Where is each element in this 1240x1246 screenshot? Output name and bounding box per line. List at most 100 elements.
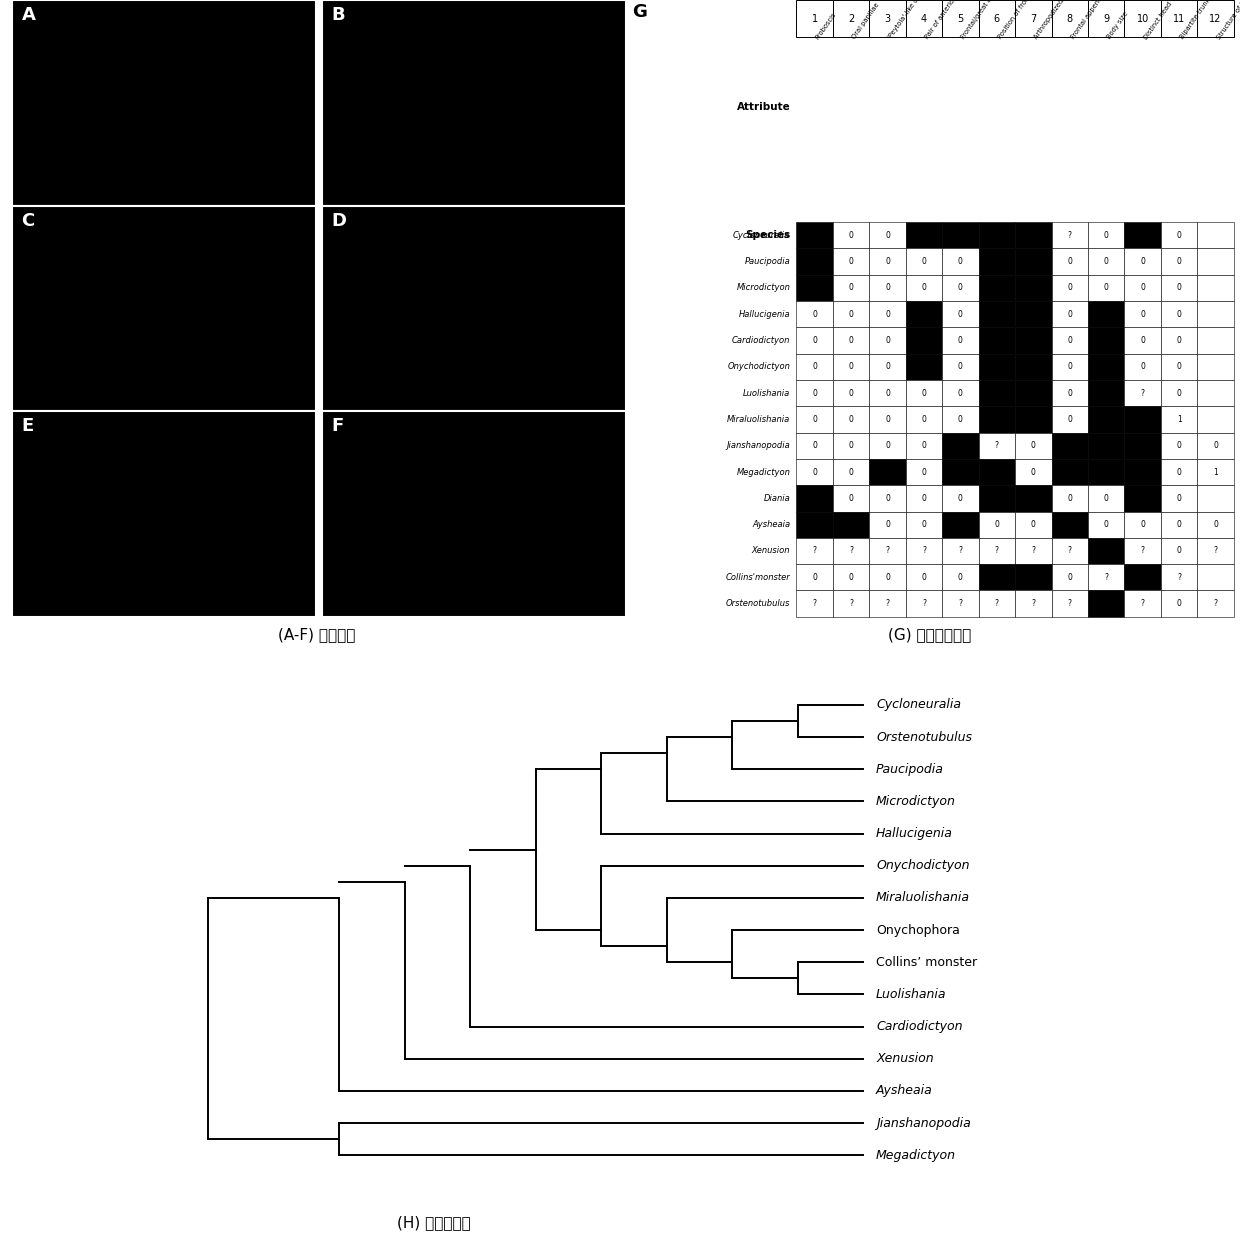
Bar (905, 564, 942, 591)
Bar (1198, 354, 1234, 380)
Text: 0: 0 (1068, 363, 1073, 371)
Bar (869, 274, 905, 302)
Text: 0: 0 (885, 520, 890, 530)
Text: ?: ? (885, 547, 889, 556)
Text: Aysheaia: Aysheaia (753, 520, 790, 530)
Bar (1016, 380, 1052, 406)
Text: ?: ? (1068, 599, 1071, 608)
Text: 9: 9 (1104, 14, 1110, 24)
Text: 0: 0 (848, 415, 853, 424)
Text: 0: 0 (1068, 493, 1073, 503)
Text: 0: 0 (848, 467, 853, 476)
Bar (1198, 512, 1234, 538)
Bar (833, 354, 869, 380)
Text: ?: ? (1104, 573, 1109, 582)
Bar (978, 512, 1016, 538)
Text: 0: 0 (1104, 231, 1109, 239)
Text: 10: 10 (1137, 14, 1148, 24)
Bar (1198, 591, 1234, 617)
Text: 0: 0 (994, 520, 999, 530)
Bar (1016, 302, 1052, 328)
Text: Jianshanopodia: Jianshanopodia (727, 441, 790, 450)
Text: 0: 0 (848, 283, 853, 293)
Text: Xenusion: Xenusion (751, 547, 790, 556)
Bar (905, 328, 942, 354)
Bar (796, 380, 833, 406)
Bar (978, 564, 1016, 591)
Bar (1125, 0, 1161, 37)
Bar (942, 485, 978, 512)
Bar (905, 512, 942, 538)
Text: 2: 2 (848, 14, 854, 24)
Text: ?: ? (1141, 389, 1145, 397)
Bar (1125, 380, 1161, 406)
Text: 0: 0 (812, 336, 817, 345)
Text: 0: 0 (921, 520, 926, 530)
Text: 12: 12 (1209, 14, 1221, 24)
Text: ?: ? (1141, 599, 1145, 608)
Bar (1087, 274, 1125, 302)
Bar (1052, 485, 1087, 512)
Bar (1052, 459, 1087, 485)
Bar (942, 432, 978, 459)
Text: 7: 7 (1030, 14, 1037, 24)
Text: 0: 0 (885, 257, 890, 265)
Text: Species: Species (745, 231, 790, 240)
Text: 0: 0 (1213, 441, 1218, 450)
Text: 0: 0 (885, 310, 890, 319)
Bar (1198, 274, 1234, 302)
Text: C: C (21, 212, 35, 229)
Bar (1161, 459, 1198, 485)
Bar (1125, 274, 1161, 302)
Text: ?: ? (994, 441, 999, 450)
Text: 0: 0 (1177, 257, 1182, 265)
Text: 0: 0 (1177, 389, 1182, 397)
Bar (978, 380, 1016, 406)
Bar (796, 354, 833, 380)
Text: 0: 0 (885, 415, 890, 424)
Bar (1161, 564, 1198, 591)
Bar (1052, 274, 1087, 302)
Bar (942, 248, 978, 274)
Text: 0: 0 (959, 493, 962, 503)
Bar (978, 459, 1016, 485)
Bar (833, 459, 869, 485)
Bar (905, 406, 942, 432)
Bar (796, 406, 833, 432)
Bar (833, 222, 869, 248)
Bar (833, 302, 869, 328)
Text: 0: 0 (812, 573, 817, 582)
Bar (1087, 248, 1125, 274)
Bar (942, 380, 978, 406)
Bar (1161, 512, 1198, 538)
Text: 1: 1 (811, 14, 817, 24)
Bar (942, 222, 978, 248)
Bar (1198, 0, 1234, 37)
Bar (1016, 328, 1052, 354)
Text: 6: 6 (993, 14, 999, 24)
Bar (869, 459, 905, 485)
Text: Onychodictyon: Onychodictyon (877, 860, 970, 872)
Bar (869, 248, 905, 274)
Bar (978, 222, 1016, 248)
Text: D: D (331, 212, 346, 229)
Text: Cycloneuralia: Cycloneuralia (877, 699, 961, 711)
Text: Microdictyon: Microdictyon (877, 795, 956, 807)
Text: ?: ? (921, 599, 926, 608)
Text: (H) 系统发育树: (H) 系统发育树 (397, 1215, 471, 1230)
Bar (869, 564, 905, 591)
Bar (1087, 459, 1125, 485)
Text: ?: ? (994, 547, 999, 556)
Bar (869, 591, 905, 617)
Bar (1052, 0, 1087, 37)
Text: 0: 0 (959, 336, 962, 345)
Bar (978, 485, 1016, 512)
Bar (942, 564, 978, 591)
Bar (1161, 354, 1198, 380)
Text: 0: 0 (1068, 573, 1073, 582)
Bar (869, 222, 905, 248)
Bar (905, 302, 942, 328)
Bar (1087, 302, 1125, 328)
Bar (1087, 222, 1125, 248)
Text: ?: ? (959, 547, 962, 556)
